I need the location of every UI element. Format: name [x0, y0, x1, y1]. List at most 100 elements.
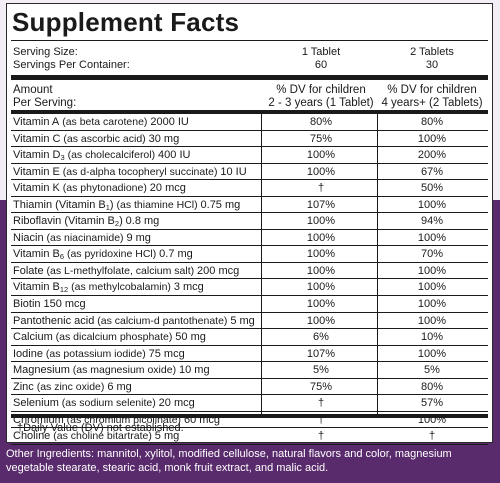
col2-header-line2: 4 years+ (2 Tablets): [381, 97, 483, 109]
nutrient-table: Vitamin A (as beta carotene) 2000 IU 80% 8…: [11, 114, 488, 445]
dv-footnote: †Daily Value (DV) not established.: [17, 422, 184, 434]
dv-children-2-3: 100%: [306, 264, 336, 277]
dv-children-4-plus: 100%: [417, 347, 447, 360]
nutrient-label: Magnesium: [13, 364, 70, 377]
rule-thick-3: [11, 414, 488, 418]
nutrient-amount: 5 mg: [154, 430, 180, 443]
table-row: Thiamin (Vitamin B1) (as thiamine HCl) 0…: [11, 197, 488, 214]
nutrient-source: (as niacinamide): [43, 231, 127, 244]
nutrient-amount: 200 mcg: [197, 264, 240, 277]
nutrient-label: Choline: [13, 430, 51, 443]
dv-children-4-plus: 94%: [420, 215, 444, 228]
dv-children-2-3: 100%: [306, 231, 336, 244]
dv-children-4-plus: 70%: [420, 248, 444, 261]
nutrient-name: Vitamin B12 (as methylcobalamin) 3 mcg: [13, 281, 204, 293]
nutrient-amount: 400 IU: [158, 149, 191, 162]
dv-children-4-plus: 67%: [420, 165, 444, 178]
rule-thick-1: [11, 75, 488, 80]
nutrient-label: Calcium: [13, 331, 53, 344]
nutrient-name: Selenium (as sodium selenite) 20 mcg: [13, 397, 195, 409]
per-serving-label: Per Serving:: [13, 97, 77, 109]
nutrient-source: (as dicalcium phosphate): [52, 331, 176, 344]
nutrient-amount: 5 mg: [230, 314, 255, 327]
amount-label: Amount: [13, 84, 53, 96]
dv-children-2-3: 100%: [306, 298, 336, 311]
nutrient-amount: 50 mg: [175, 331, 206, 344]
table-row: Calcium (as dicalcium phosphate) 50 mg 6%…: [11, 329, 488, 346]
nutrient-subscript: 2: [114, 219, 120, 229]
table-row: Pantothenic acid (as calcium-d pantothen…: [11, 313, 488, 330]
nutrient-subscript: 6: [59, 252, 65, 262]
nutrient-source: (as zinc oxide): [33, 380, 108, 393]
nutrient-label: Vitamin B: [13, 248, 60, 261]
table-row: Selenium (as sodium selenite) 20 mcg † 57%: [11, 395, 488, 412]
rule-under-title: [11, 40, 488, 41]
dv-children-2-3: 100%: [306, 248, 336, 261]
nutrient-label: Vitamin B: [13, 281, 60, 294]
nutrient-label: Selenium: [13, 397, 59, 410]
nutrient-name: Iodine (as potassium iodide) 75 mcg: [13, 348, 185, 360]
dv-children-2-3: 100%: [306, 281, 336, 294]
nutrient-source: (as magnesium oxide): [69, 364, 179, 377]
table-row: Vitamin B12 (as methylcobalamin) 3 mcg 10…: [11, 279, 488, 297]
col1-header-line2: 2 - 3 years (1 Tablet): [268, 97, 374, 109]
nutrient-name: Pantothenic acid (as calcium-d pantothen…: [13, 315, 255, 327]
table-row: Vitamin C (as ascorbic acid) 30 mg 75% 100…: [11, 131, 488, 148]
nutrient-source: (as calcium-d pantothenate): [94, 314, 231, 327]
dv-children-4-plus: †: [428, 430, 436, 443]
dv-children-4-plus: 100%: [417, 314, 447, 327]
nutrient-source: (as cholecalciferol): [64, 149, 159, 162]
nutrient-label: Zinc: [13, 380, 34, 393]
nutrient-label: Niacin: [13, 231, 44, 244]
nutrient-name: Biotin 150 mcg: [13, 298, 86, 310]
panel-title: Supplement Facts: [12, 7, 240, 37]
dv-children-2-3: 75%: [309, 380, 333, 393]
nutrient-label-suffix: ): [109, 198, 114, 211]
nutrient-source: (as thiamine HCl): [113, 198, 201, 211]
table-row: Vitamin K (as phytonadione) 20 mcg † 50%: [11, 180, 488, 197]
nutrient-amount: 3 mcg: [173, 281, 204, 294]
nutrient-amount: 6 mg: [107, 380, 132, 393]
nutrient-amount: 10 mg: [179, 364, 210, 377]
nutrient-name: Riboflavin (Vitamin B2) 0.8 mg: [13, 215, 159, 227]
servings-per-container-label: Servings Per Container:: [13, 59, 130, 71]
nutrient-source: (as potassium iodide): [42, 347, 149, 360]
nutrient-label: Vitamin K: [13, 182, 60, 195]
dv-children-2-3: †: [317, 430, 325, 443]
dv-children-4-plus: 200%: [417, 149, 447, 162]
nutrient-name: Zinc (as zinc oxide) 6 mg: [13, 381, 132, 393]
servings-per-container-col2: 30: [425, 59, 439, 71]
dv-children-2-3: 100%: [306, 215, 336, 228]
nutrient-name: Niacin (as niacinamide) 9 mg: [13, 232, 151, 244]
nutrient-label: Folate: [13, 264, 44, 277]
nutrient-name: Vitamin C (as ascorbic acid) 30 mg: [13, 133, 179, 145]
dv-children-2-3: 5%: [313, 364, 329, 377]
serving-size-col2: 2 Tablets: [410, 46, 454, 58]
nutrient-label: Biotin: [13, 298, 41, 311]
dv-children-4-plus: 100%: [417, 281, 447, 294]
nutrient-subscript: 12: [59, 285, 69, 295]
nutrient-source: (as L-methylfolate, calcium salt): [43, 264, 198, 277]
dv-children-2-3: †: [317, 182, 325, 195]
nutrient-amount: 20 mcg: [158, 397, 195, 410]
other-ingredients: Other Ingredients: mannitol, xylitol, mo…: [6, 448, 452, 474]
column-divider-1: [261, 114, 262, 416]
nutrient-source: (as ascorbic acid): [60, 132, 149, 145]
nutrient-name: Choline (as choline bitartrate) 5 mg: [13, 430, 179, 442]
dv-children-4-plus: 100%: [417, 264, 447, 277]
table-row: Zinc (as zinc oxide) 6 mg 75% 80%: [11, 379, 488, 396]
nutrient-source: (as pyridoxine HCl): [64, 248, 160, 261]
nutrient-label: Vitamin C: [13, 132, 61, 145]
nutrient-subscript: 1: [105, 202, 110, 212]
nutrient-name: Vitamin D3 (as cholecalciferol) 400 IU: [13, 149, 190, 161]
nutrient-amount: 150 mcg: [43, 298, 86, 311]
dv-children-2-3: †: [317, 413, 325, 426]
dv-children-2-3: 100%: [306, 165, 336, 178]
nutrient-label: Vitamin D: [13, 149, 61, 162]
nutrient-label: Vitamin E: [13, 165, 60, 178]
nutrient-source: (as phytonadione): [59, 182, 150, 195]
table-row: Folate (as L-methylfolate, calcium salt)…: [11, 263, 488, 280]
servings-per-container-col1: 60: [314, 59, 328, 71]
rule-thick-2: [11, 110, 488, 114]
serving-size-label: Serving Size:: [13, 46, 78, 58]
